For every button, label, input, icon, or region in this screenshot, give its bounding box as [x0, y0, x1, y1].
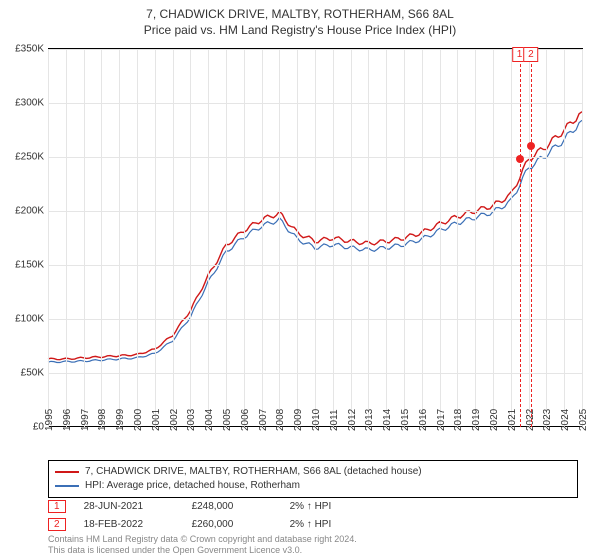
- gridline-v: [119, 49, 120, 427]
- footer-line1: Contains HM Land Registry data © Crown c…: [48, 534, 357, 545]
- title-line2: Price paid vs. HM Land Registry's House …: [0, 22, 600, 38]
- sale-price-1: £248,000: [192, 501, 272, 512]
- legend-text-2: HPI: Average price, detached house, Roth…: [85, 479, 300, 493]
- gridline-v: [173, 49, 174, 427]
- x-tick-label: 1998: [97, 409, 108, 431]
- x-tick-label: 2005: [222, 409, 233, 431]
- x-tick-label: 2000: [133, 409, 144, 431]
- marker-label: 2: [523, 47, 539, 62]
- y-tick-label: £50K: [21, 368, 44, 379]
- sale-badge-1: 1: [48, 500, 66, 513]
- y-tick-label: £200K: [15, 206, 44, 217]
- y-tick-label: £0: [33, 422, 44, 433]
- gridline-v: [404, 49, 405, 427]
- title-line1: 7, CHADWICK DRIVE, MALTBY, ROTHERHAM, S6…: [0, 6, 600, 22]
- footer-line2: This data is licensed under the Open Gov…: [48, 545, 357, 556]
- gridline-v: [546, 49, 547, 427]
- legend-item-2: HPI: Average price, detached house, Roth…: [55, 479, 571, 493]
- gridline-v: [333, 49, 334, 427]
- x-tick-label: 2007: [258, 409, 269, 431]
- y-tick-label: £350K: [15, 44, 44, 55]
- gridline-v: [190, 49, 191, 427]
- x-tick-label: 1997: [80, 409, 91, 431]
- x-tick-label: 2010: [311, 409, 322, 431]
- legend-swatch-1: [55, 471, 79, 473]
- x-tick-label: 2024: [560, 409, 571, 431]
- sale-price-2: £260,000: [192, 519, 272, 530]
- x-tick-label: 2008: [275, 409, 286, 431]
- price-chart: £0£50K£100K£150K£200K£250K£300K£350K1995…: [48, 48, 583, 427]
- x-tick-label: 2018: [453, 409, 464, 431]
- gridline-v: [511, 49, 512, 427]
- x-tick-label: 1995: [44, 409, 55, 431]
- chart-title: 7, CHADWICK DRIVE, MALTBY, ROTHERHAM, S6…: [0, 0, 600, 38]
- y-tick-label: £100K: [15, 314, 44, 325]
- gridline-v: [101, 49, 102, 427]
- legend: 7, CHADWICK DRIVE, MALTBY, ROTHERHAM, S6…: [48, 460, 578, 498]
- x-tick-label: 2006: [240, 409, 251, 431]
- gridline-v: [475, 49, 476, 427]
- y-tick-label: £250K: [15, 152, 44, 163]
- gridline-v: [440, 49, 441, 427]
- gridline-v: [368, 49, 369, 427]
- gridline-v: [262, 49, 263, 427]
- gridline-v: [226, 49, 227, 427]
- x-tick-label: 2009: [293, 409, 304, 431]
- x-tick-label: 1996: [62, 409, 73, 431]
- sale-delta-2: 2% ↑ HPI: [290, 519, 332, 530]
- x-tick-label: 2013: [364, 409, 375, 431]
- x-tick-label: 2011: [329, 409, 340, 431]
- gridline-v: [244, 49, 245, 427]
- gridline-v: [422, 49, 423, 427]
- sale-row-2: 2 18-FEB-2022 £260,000 2% ↑ HPI: [48, 518, 331, 531]
- gridline-v: [386, 49, 387, 427]
- x-tick-label: 1999: [115, 409, 126, 431]
- x-tick-label: 2017: [436, 409, 447, 431]
- y-tick-label: £300K: [15, 98, 44, 109]
- gridline-v: [84, 49, 85, 427]
- gridline-v: [493, 49, 494, 427]
- legend-item-1: 7, CHADWICK DRIVE, MALTBY, ROTHERHAM, S6…: [55, 465, 571, 479]
- marker-dot: [527, 142, 535, 150]
- y-tick-label: £150K: [15, 260, 44, 271]
- sale-delta-1: 2% ↑ HPI: [290, 501, 332, 512]
- gridline-v: [457, 49, 458, 427]
- legend-text-1: 7, CHADWICK DRIVE, MALTBY, ROTHERHAM, S6…: [85, 465, 422, 479]
- gridline-v: [564, 49, 565, 427]
- x-tick-label: 2020: [489, 409, 500, 431]
- x-tick-label: 2002: [169, 409, 180, 431]
- sale-badge-2: 2: [48, 518, 66, 531]
- gridline-v: [155, 49, 156, 427]
- gridline-v: [137, 49, 138, 427]
- x-tick-label: 2016: [418, 409, 429, 431]
- sale-date-2: 18-FEB-2022: [84, 519, 174, 530]
- gridline-v: [582, 49, 583, 427]
- gridline-v: [279, 49, 280, 427]
- gridline-v: [351, 49, 352, 427]
- x-tick-label: 2012: [347, 409, 358, 431]
- marker-line: [531, 49, 532, 427]
- x-tick-label: 2021: [507, 409, 518, 431]
- x-tick-label: 2014: [382, 409, 393, 431]
- x-tick-label: 2023: [542, 409, 553, 431]
- x-tick-label: 2001: [151, 409, 162, 431]
- marker-dot: [516, 155, 524, 163]
- legend-swatch-2: [55, 485, 79, 487]
- footer-attribution: Contains HM Land Registry data © Crown c…: [48, 534, 357, 557]
- gridline-v: [48, 49, 49, 427]
- sale-row-1: 1 28-JUN-2021 £248,000 2% ↑ HPI: [48, 500, 331, 513]
- x-tick-label: 2004: [204, 409, 215, 431]
- x-tick-label: 2025: [578, 409, 589, 431]
- sale-date-1: 28-JUN-2021: [84, 501, 174, 512]
- marker-line: [520, 49, 521, 427]
- gridline-v: [208, 49, 209, 427]
- gridline-v: [297, 49, 298, 427]
- x-tick-label: 2003: [186, 409, 197, 431]
- x-tick-label: 2015: [400, 409, 411, 431]
- x-tick-label: 2019: [471, 409, 482, 431]
- gridline-v: [529, 49, 530, 427]
- gridline-v: [66, 49, 67, 427]
- gridline-v: [315, 49, 316, 427]
